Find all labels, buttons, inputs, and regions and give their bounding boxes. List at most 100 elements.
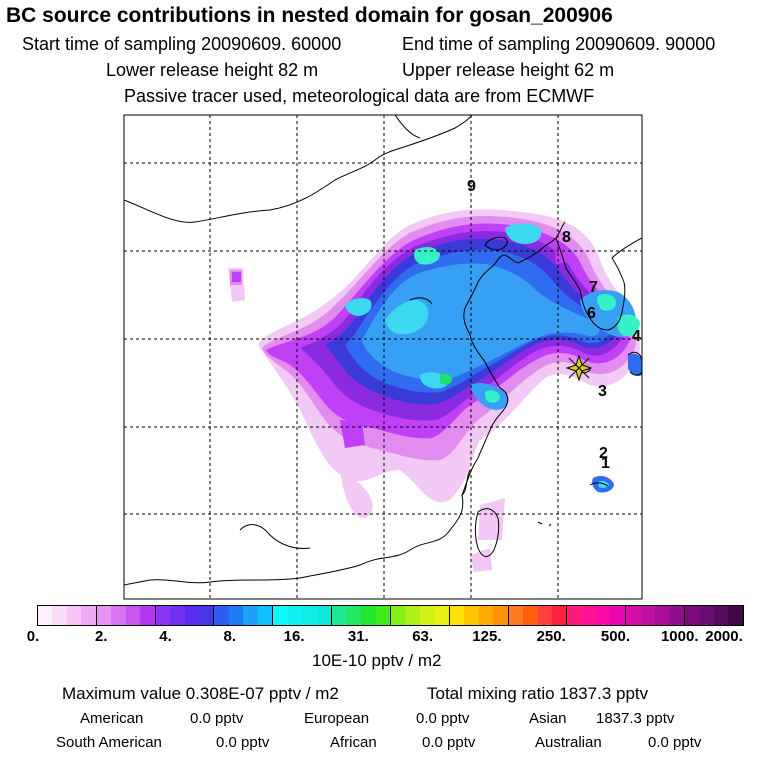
color-bar-swatch	[434, 606, 449, 625]
track-label-9: 9	[467, 178, 476, 195]
color-bar-swatch	[405, 606, 420, 625]
color-bar-swatch	[567, 606, 582, 625]
plume-aqua-east	[617, 314, 640, 337]
color-bar-swatch	[52, 606, 67, 625]
coastlines	[124, 115, 642, 586]
track-label-1: 1	[601, 455, 610, 472]
color-bar-tick-label: 8.	[223, 628, 237, 645]
african-label: African	[330, 734, 377, 751]
color-bar-swatch	[184, 606, 200, 625]
color-bar-swatch	[96, 606, 112, 625]
australian-label: Australian	[535, 734, 602, 751]
color-bar-swatch	[199, 606, 214, 625]
color-bar-swatch	[214, 606, 229, 625]
color-bar-swatch	[302, 606, 317, 625]
color-bar-tick-label: 125.	[472, 628, 502, 645]
color-bar-swatch	[287, 606, 303, 625]
tracer-note: Passive tracer used, meteorological data…	[124, 86, 595, 106]
color-bar-swatch	[728, 606, 743, 625]
track-label-3: 3	[598, 383, 607, 400]
color-bar-swatch	[449, 606, 465, 625]
color-bar-swatch	[375, 606, 390, 625]
color-bar-tick-label: 2000.	[705, 628, 743, 645]
plume-cyan-core2	[345, 297, 372, 316]
plume-cyan-core1	[385, 300, 429, 335]
south-american-value: 0.0 pptv	[216, 734, 270, 751]
upper-height-label: Upper release height 62 m	[402, 60, 615, 80]
plume-aqua-mid	[597, 294, 616, 311]
african-value: 0.0 pptv	[422, 734, 476, 751]
color-bar-cell	[154, 606, 214, 625]
color-bar-tick-label: 31.	[347, 628, 369, 645]
color-bar-swatch	[596, 606, 611, 625]
color-bar-swatch	[714, 606, 729, 625]
color-bar-swatch	[155, 606, 171, 625]
color-bar-swatch	[493, 606, 508, 625]
color-bar-swatch	[581, 606, 597, 625]
plume-light-south	[470, 548, 492, 572]
asian-label: Asian	[529, 710, 567, 727]
color-bar-cell	[272, 606, 332, 625]
american-value: 0.0 pptv	[190, 710, 244, 727]
color-bar-swatch	[669, 606, 685, 625]
color-bar-cell	[331, 606, 390, 625]
color-bar-swatch	[66, 606, 82, 625]
color-bar-tick-label: 0.	[26, 628, 40, 645]
color-bar-cell	[566, 606, 626, 625]
color-bar-cell	[38, 606, 96, 625]
color-bar-cell	[684, 606, 743, 625]
color-bar-swatch	[610, 606, 626, 625]
color-bar-swatch	[243, 606, 258, 625]
color-bar-swatch	[508, 606, 524, 625]
color-bar-swatch	[551, 606, 567, 625]
color-bar-tick-label: 250.	[536, 628, 566, 645]
european-value: 0.0 pptv	[416, 710, 470, 727]
color-bar-swatch	[390, 606, 406, 625]
plume-cyan-qd	[485, 390, 500, 403]
receptor-star-icon	[565, 354, 593, 382]
color-bar-cell	[507, 606, 567, 625]
color-bar-tick-label: 1000.	[660, 628, 699, 645]
track-label-6: 6	[587, 305, 596, 322]
track-label-8: 8	[562, 229, 571, 246]
color-bar-swatch	[699, 606, 715, 625]
color-bar-swatch	[81, 606, 96, 625]
end-time-label: End time of sampling 20090609. 90000	[402, 34, 716, 54]
color-bar-swatch	[626, 606, 641, 625]
plume-light-sw	[340, 470, 373, 518]
color-bar-swatch	[332, 606, 347, 625]
color-bar-tick-label: 63.	[412, 628, 434, 645]
color-bar-swatch	[523, 606, 538, 625]
color-bar-tick-label: 16.	[283, 628, 305, 645]
color-bar-cell	[95, 606, 155, 625]
lat-lon-grid	[124, 115, 642, 599]
track-label-2: 2	[599, 445, 608, 462]
color-bar-swatch	[419, 606, 435, 625]
color-bar-swatch	[273, 606, 288, 625]
color-bar-cell	[213, 606, 273, 625]
color-bar-swatch	[257, 606, 273, 625]
track-label-7: 7	[589, 279, 598, 296]
color-bar-swatch	[478, 606, 494, 625]
color-bar-swatch	[346, 606, 362, 625]
color-bar-swatch	[655, 606, 670, 625]
total-mixing-ratio: Total mixing ratio 1837.3 pptv	[427, 684, 649, 703]
color-bar-cell	[625, 606, 685, 625]
color-bar-swatch	[464, 606, 479, 625]
color-bar-swatch	[170, 606, 185, 625]
lower-height-label: Lower release height 82 m	[106, 60, 319, 80]
south-american-label: South American	[56, 734, 162, 751]
color-bar-swatch	[140, 606, 155, 625]
color-bar-cell	[389, 606, 449, 625]
american-label: American	[80, 710, 144, 727]
maximum-value: Maximum value 0.308E-07 pptv / m2	[62, 684, 339, 703]
color-bar-swatch	[38, 606, 53, 625]
plume-sky	[362, 263, 600, 381]
plot-title: BC source contributions in nested domain…	[6, 4, 613, 27]
map-border	[123, 114, 643, 600]
color-bar-tick-label: 2.	[95, 628, 108, 645]
color-bar-swatch	[228, 606, 244, 625]
asian-value: 1837.3 pptv	[596, 710, 675, 727]
plume-magenta-west	[232, 272, 241, 282]
